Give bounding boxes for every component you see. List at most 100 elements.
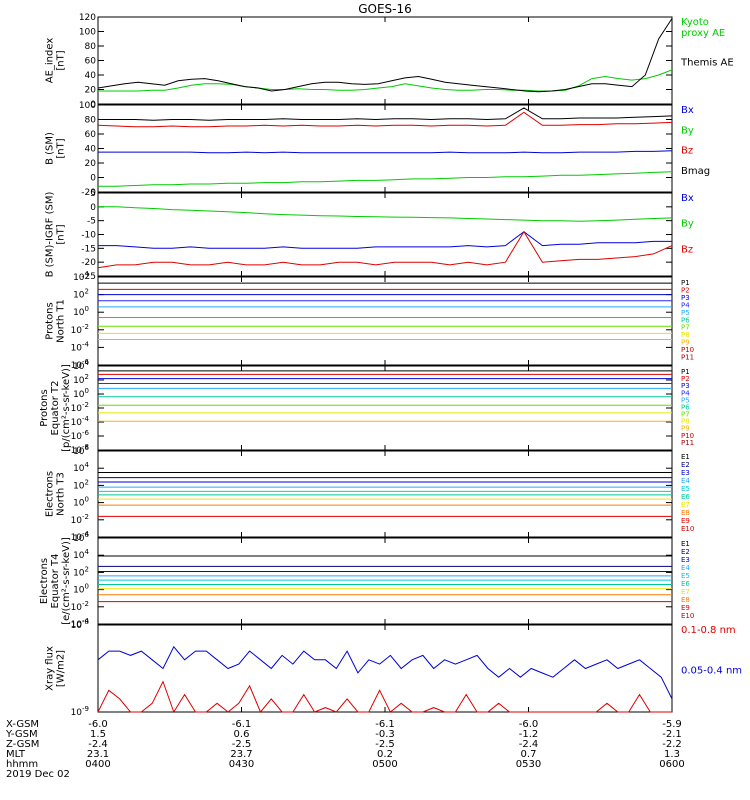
panel-b: -20 0 20 40 60 80 100 B (SM)[nT] Bx By Bz Bmag (45, 101, 711, 198)
tick-label: -15 (81, 244, 96, 254)
legend-label: P11 (681, 439, 694, 447)
legend-label: P2 (681, 286, 690, 294)
legend-label: E2 (681, 548, 690, 556)
panel-frame (97, 16, 673, 105)
footer-value: 0.2 (377, 749, 393, 760)
footer-value: 23.7 (230, 749, 252, 760)
tick-label: -10 (81, 231, 96, 241)
tick-label: 60 (85, 130, 97, 140)
tick-label: 60 (85, 57, 97, 67)
legend-label: P9 (681, 339, 690, 347)
tick-label: 10-8 (71, 443, 89, 456)
tick-label: 10-4 (71, 415, 90, 428)
legend-label: E4 (681, 477, 690, 485)
tick-label: 100 (79, 28, 96, 38)
tick-label: 102 (73, 288, 89, 301)
footer-value: -5.9 (662, 719, 682, 730)
tick-label: 5 (90, 189, 96, 199)
tick-label: 10-6 (71, 429, 90, 442)
tick-label: 10-6 (71, 358, 90, 371)
tick-label: 102 (73, 373, 89, 386)
tick-label: 10-4 (71, 340, 90, 353)
tick-label: 100 (73, 387, 89, 400)
legend-label: E4 (681, 564, 690, 572)
legend-label: E9 (681, 517, 690, 525)
tick-label: 10-2 (71, 600, 89, 613)
legend-label: E7 (681, 501, 690, 509)
tick-label: 100 (73, 496, 89, 509)
panel-ae: 0 20 40 60 80 100 120 AE_index[nT] Kyoto proxy AE… (45, 13, 734, 110)
tick-label: 10-8 (71, 618, 89, 631)
legend-label: Themis AE (680, 58, 734, 69)
legend-label: P3 (681, 382, 690, 390)
tick-label: 100 (73, 583, 89, 596)
orbit-footer: X-GSM -6.0 -6.1 -6.1 -6.0 -5.9 Y-GSM 1.5 0.6 -0.3… (5, 719, 685, 780)
footer-value: -2.5 (232, 739, 252, 750)
footer-value: 0.7 (521, 749, 537, 760)
tick-label: 0 (90, 100, 96, 110)
series-line (97, 230, 673, 269)
legend-label: P1 (681, 368, 690, 376)
tick-label: 80 (85, 42, 97, 52)
panel-xray: 10-9 10-8 Xray flux[W/m2] 0.1-0.8 nm 0.05-0.… (45, 618, 743, 718)
legend-label: By (681, 219, 694, 230)
legend-label: P2 (681, 375, 690, 383)
y-axis-label: Xray flux[W/m2] (45, 646, 67, 691)
footer-label: Z-GSM (6, 739, 39, 750)
y-axis-label: B (SM)[nT] (45, 132, 67, 165)
legend-label: By (681, 125, 694, 136)
footer-value: 1.5 (90, 729, 106, 740)
panel-frame (97, 537, 673, 625)
chart-panels: 0 20 40 60 80 100 120 AE_index[nT] Kyoto proxy AE… (39, 13, 742, 718)
tick-label: 100 (79, 101, 96, 111)
series-line (97, 18, 673, 93)
legend-label: Bmag (681, 166, 710, 177)
legend-label: E1 (681, 453, 690, 461)
y-axis-label: ElectronsEquator T4[e/(cm²-s-sr-keV)] (39, 537, 72, 625)
legend-label: P6 (681, 403, 690, 411)
legend-label: E8 (681, 509, 690, 517)
footer-value: -2.2 (662, 739, 682, 750)
legend-label: P7 (681, 411, 690, 419)
tick-label: 120 (79, 13, 96, 23)
legend-label: P4 (681, 389, 690, 397)
footer-value: -2.4 (519, 739, 539, 750)
footer-value: -6.0 (519, 719, 539, 730)
footer-value: 1.3 (664, 749, 680, 760)
footer-label: Y-GSM (5, 729, 38, 740)
tick-label: 10-2 (71, 323, 89, 336)
legend-label: P5 (681, 396, 690, 404)
y-axis-label: ProtonsNorth T1 (45, 299, 67, 343)
tick-label: 0 (90, 174, 96, 184)
footer-value: -2.4 (88, 739, 108, 750)
legend-label: E3 (681, 556, 690, 564)
series-line (98, 171, 673, 187)
footer-date: 2019 Dec 02 (6, 769, 70, 780)
legend-label: E3 (681, 469, 690, 477)
legend-label: E6 (681, 580, 690, 588)
legend-label: E1 (681, 540, 690, 548)
panel-bigrf: -25 -20 -15 -10 -5 0 5 B (SM)-IGRF (SM)[nT] Bx By… (45, 189, 694, 282)
legend-label: P1 (681, 279, 690, 287)
legend-label: P3 (681, 294, 690, 302)
legend-label: 0.1-0.8 nm (681, 625, 736, 636)
legend-label: E2 (681, 461, 690, 469)
tick-label: 104 (73, 359, 89, 372)
tick-label: 0 (90, 203, 96, 213)
legend-label: Bz (681, 146, 693, 157)
legend-label: P5 (681, 309, 690, 317)
tick-label: 10-4 (71, 530, 90, 543)
tick-label: 100 (73, 305, 89, 318)
tick-label: 102 (73, 565, 89, 578)
footer-value: 0.6 (234, 729, 250, 740)
footer-value: -2.5 (375, 739, 395, 750)
tick-label: 106 (73, 444, 89, 457)
tick-label: 10-4 (71, 617, 90, 630)
tick-label: -20 (81, 258, 96, 268)
series-line (97, 645, 673, 700)
footer-value: -1.2 (519, 729, 539, 740)
legend-label: Bx (681, 193, 694, 204)
tick-label: 80 (85, 116, 97, 126)
